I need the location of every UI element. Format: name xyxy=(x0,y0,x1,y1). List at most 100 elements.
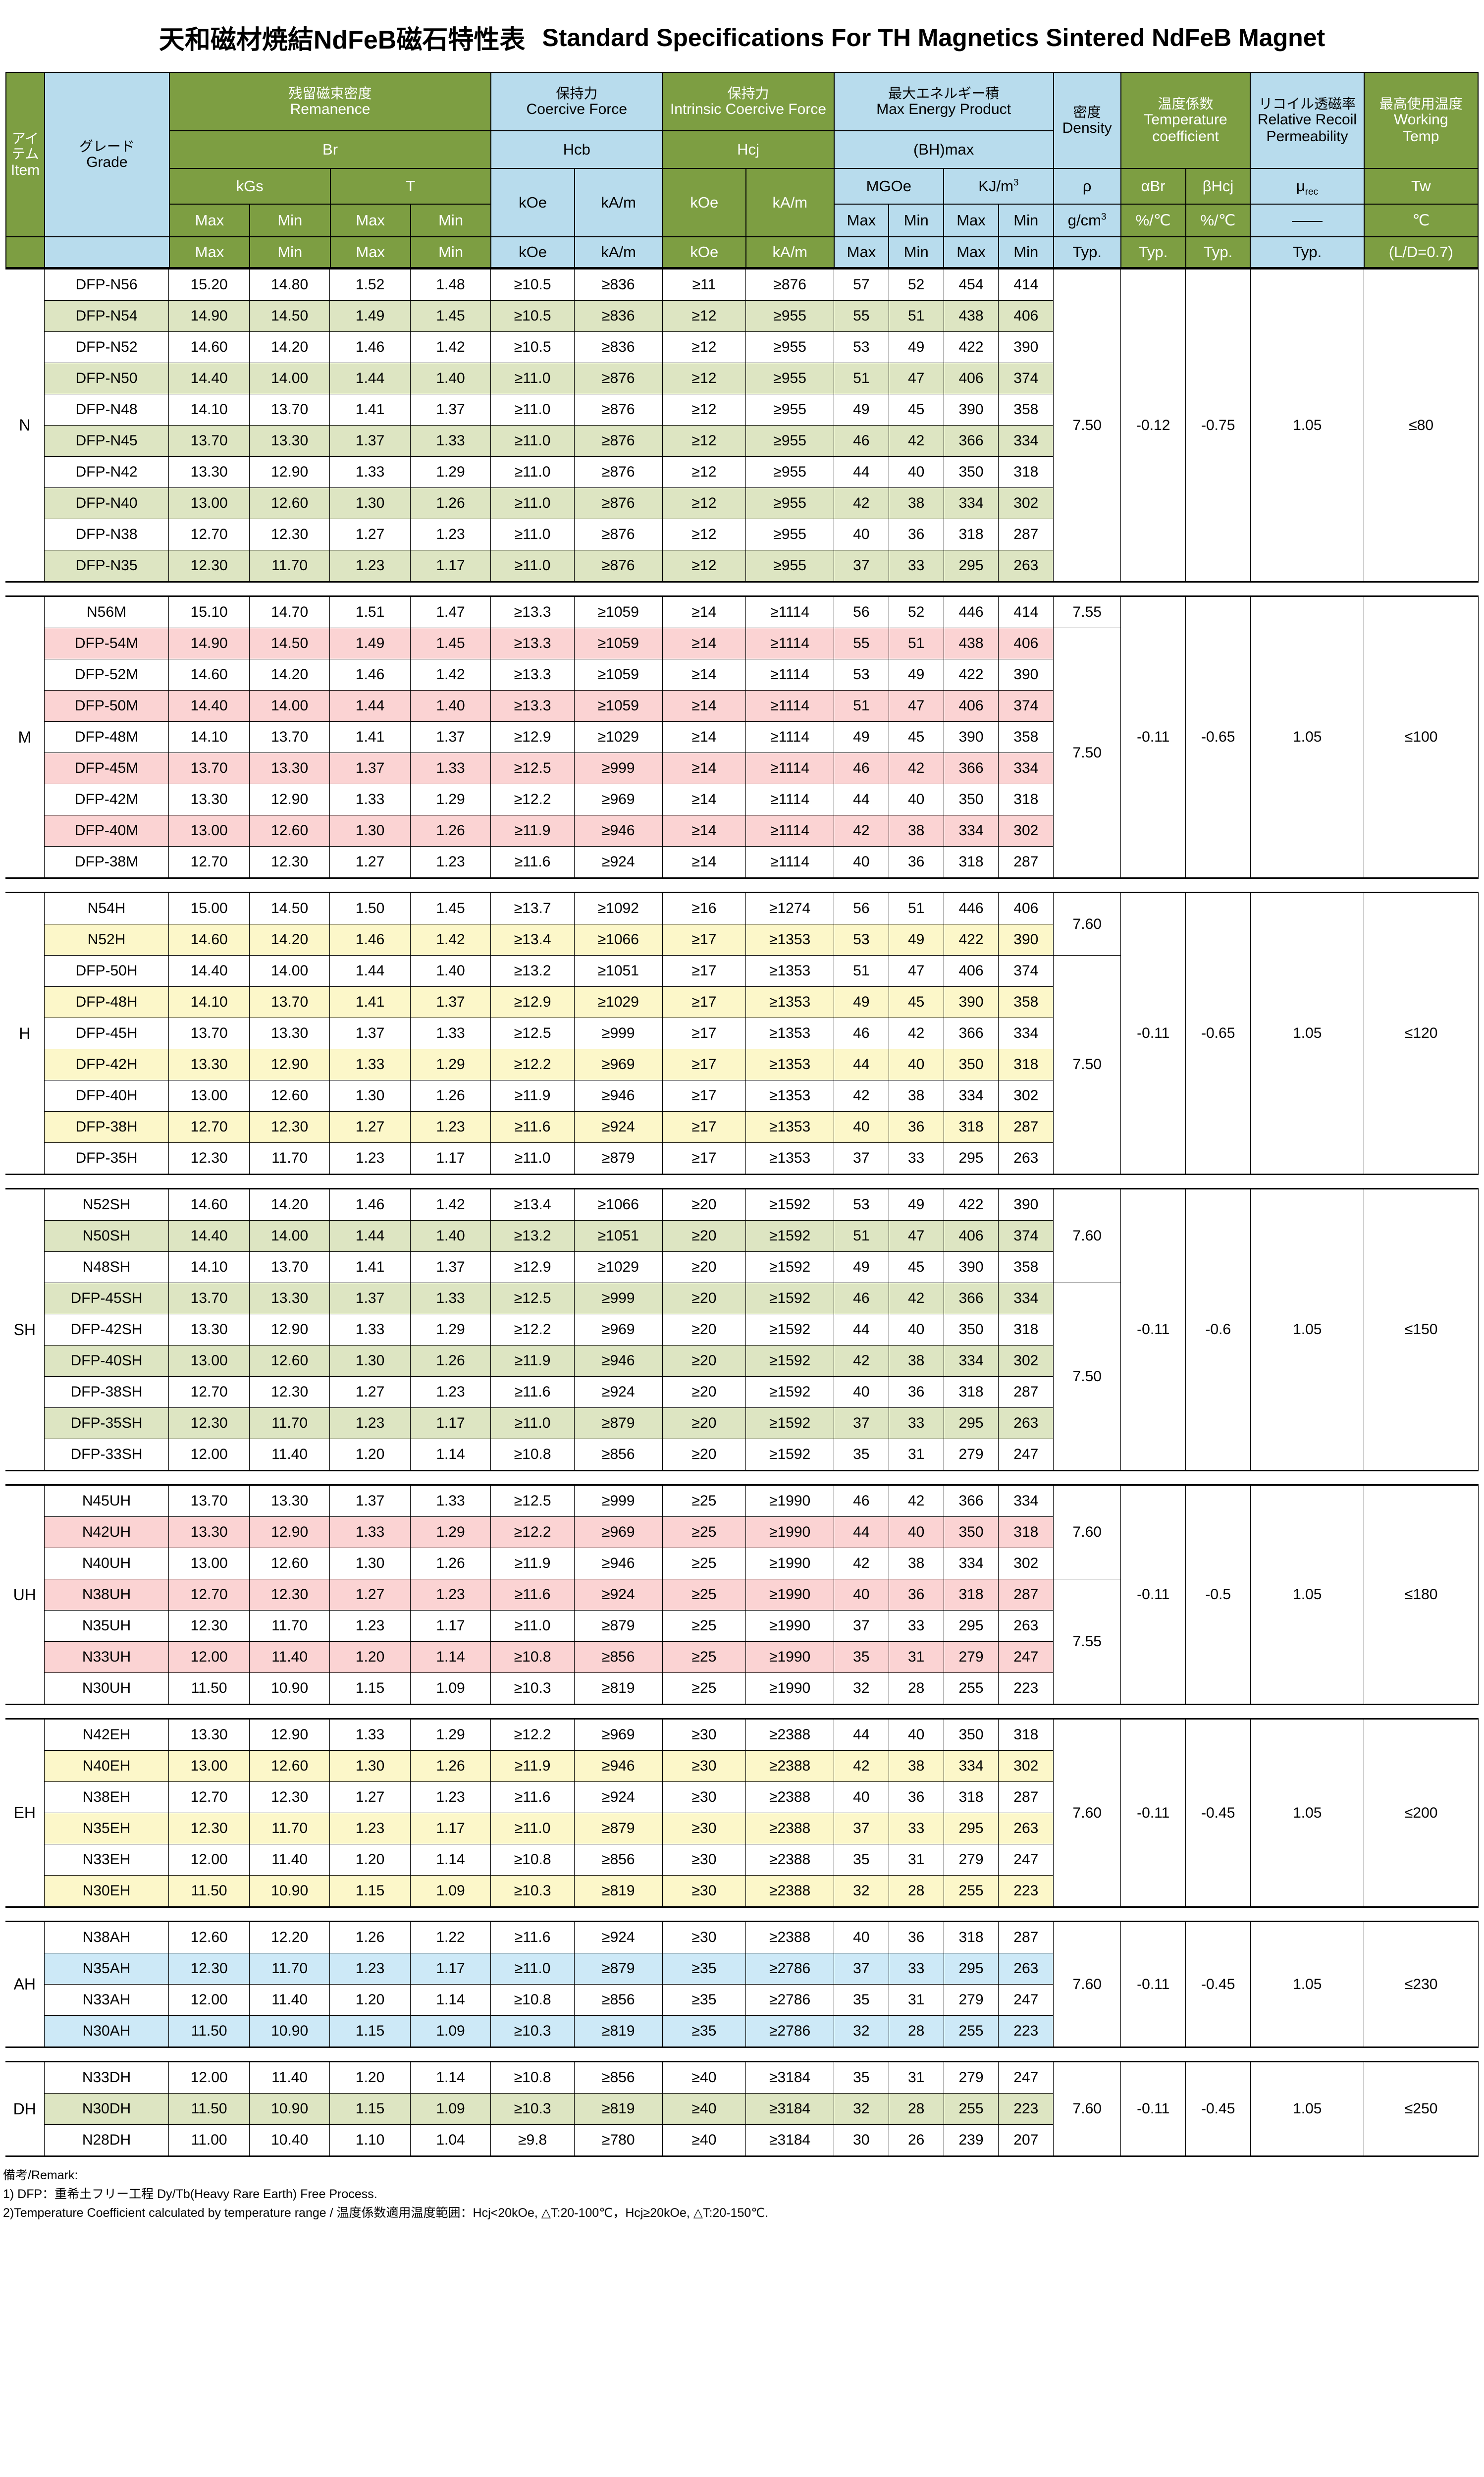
header-bh-kjm3-max: Max xyxy=(943,236,999,268)
table-row[interactable]: N42UH 13.30 12.90 1.33 1.29 ≥12.2 ≥969 ≥25 ≥1990… xyxy=(5,1516,1479,1548)
table-row[interactable]: DFP-48M 14.10 13.70 1.41 1.37 ≥12.9 ≥1029 ≥14 ≥1… xyxy=(5,721,1479,753)
table-row[interactable]: DFP-52M 14.60 14.20 1.46 1.42 ≥13.3 ≥1059 ≥14 ≥1… xyxy=(5,659,1479,691)
cell-value: 35 xyxy=(833,1984,889,2016)
cell-value: ≥819 xyxy=(574,2015,663,2047)
table-row[interactable]: N38UH 12.70 12.30 1.27 1.23 ≥11.6 ≥924 ≥25 ≥1990… xyxy=(5,1579,1479,1705)
table-row[interactable]: N33AH 12.00 11.40 1.20 1.14 ≥10.8 ≥856 ≥35 ≥2786… xyxy=(5,1984,1479,2016)
cell-value: 11.70 xyxy=(249,1142,330,1175)
table-row[interactable]: N33UH 12.00 11.40 1.20 1.14 ≥10.8 ≥856 ≥25 ≥1990… xyxy=(5,1641,1479,1673)
cell-value: 46 xyxy=(833,425,889,457)
header-unit-hcb-koe: kOe xyxy=(490,168,575,237)
table-row[interactable]: N30EH 11.50 10.90 1.15 1.09 ≥10.3 ≥819 ≥30 ≥2388… xyxy=(5,1875,1479,1907)
table-row[interactable]: N28DH 11.00 10.40 1.10 1.04 ≥9.8 ≥780 ≥40 ≥3184 3… xyxy=(5,2124,1479,2156)
table-row[interactable]: DFP-N40 13.00 12.60 1.30 1.26 ≥11.0 ≥876 ≥12 ≥95… xyxy=(5,487,1479,519)
cell-value: ≥14 xyxy=(662,784,746,815)
cell-value: 1.40 xyxy=(410,1220,491,1252)
table-row[interactable]: DFP-40M 13.00 12.60 1.30 1.26 ≥11.9 ≥946 ≥14 ≥11… xyxy=(5,815,1479,847)
table-row[interactable]: DFP-38M 12.70 12.30 1.27 1.23 ≥11.6 ≥924 ≥14 ≥11… xyxy=(5,846,1479,878)
table-row[interactable]: N33EH 12.00 11.40 1.20 1.14 ≥10.8 ≥856 ≥30 ≥2388… xyxy=(5,1844,1479,1876)
cell-value: 52 xyxy=(888,596,944,628)
table-row[interactable]: UH N45UH 13.70 13.30 1.37 1.33 ≥12.5 ≥999 ≥25 ≥19… xyxy=(5,1485,1479,1705)
cell-value: 53 xyxy=(833,331,889,363)
cell-value: 454 xyxy=(943,269,999,301)
table-row[interactable]: N35UH 12.30 11.70 1.23 1.17 ≥11.0 ≥879 ≥25 ≥1990… xyxy=(5,1610,1479,1642)
cell-value: 1.29 xyxy=(410,1049,491,1080)
table-row[interactable]: N30AH 11.50 10.90 1.15 1.09 ≥10.3 ≥819 ≥35 ≥2786… xyxy=(5,2015,1479,2047)
cell-mu-rec: 1.05 xyxy=(1250,892,1365,1175)
table-row[interactable]: DFP-38H 12.70 12.30 1.27 1.23 ≥11.6 ≥924 ≥17 ≥13… xyxy=(5,1111,1479,1143)
table-row[interactable]: DFP-54M 14.90 14.50 1.49 1.45 ≥13.3 ≥1059 ≥14 ≥1… xyxy=(5,628,1479,878)
cell-value: 1.37 xyxy=(329,1485,411,1517)
table-row[interactable]: DFP-N54 14.90 14.50 1.49 1.45 ≥10.5 ≥836 ≥12 ≥95… xyxy=(5,300,1479,332)
table-row[interactable]: DFP-38SH 12.70 12.30 1.27 1.23 ≥11.6 ≥924 ≥20 ≥1… xyxy=(5,1376,1479,1408)
table-row[interactable]: H N54H 15.00 14.50 1.50 1.45 ≥13.7 ≥1092 ≥16 ≥127… xyxy=(5,892,1479,1175)
table-row[interactable]: DFP-45H 13.70 13.30 1.37 1.33 ≥12.5 ≥999 ≥17 ≥13… xyxy=(5,1018,1479,1049)
cell-value: 1.23 xyxy=(410,519,491,550)
cell-value: ≥999 xyxy=(574,1283,663,1314)
table-row[interactable]: N52H 14.60 14.20 1.46 1.42 ≥13.4 ≥1066 ≥17 ≥1353… xyxy=(5,924,1479,956)
cell-value: ≥2388 xyxy=(745,1921,834,1953)
table-row[interactable]: DFP-40SH 13.00 12.60 1.30 1.26 ≥11.9 ≥946 ≥20 ≥1… xyxy=(5,1345,1479,1377)
cell-working-temp: ≤180 xyxy=(1364,1485,1479,1705)
table-row[interactable]: DFP-35H 12.30 11.70 1.23 1.17 ≥11.0 ≥879 ≥17 ≥13… xyxy=(5,1142,1479,1175)
table-row[interactable]: DFP-N42 13.30 12.90 1.33 1.29 ≥11.0 ≥876 ≥12 ≥95… xyxy=(5,456,1479,488)
table-row[interactable]: N48SH 14.10 13.70 1.41 1.37 ≥12.9 ≥1029 ≥20 ≥159… xyxy=(5,1251,1479,1283)
cell-value: 14.20 xyxy=(249,924,330,956)
cell-grade: N28DH xyxy=(44,2124,169,2156)
cell-value: 12.90 xyxy=(249,1049,330,1080)
cell-value: 1.23 xyxy=(410,1579,491,1611)
cell-value: ≥955 xyxy=(745,519,834,550)
cell-value: ≥25 xyxy=(662,1516,746,1548)
table-row[interactable]: DFP-33SH 12.00 11.40 1.20 1.14 ≥10.8 ≥856 ≥20 ≥1… xyxy=(5,1439,1479,1471)
table-row[interactable]: DH N33DH 12.00 11.40 1.20 1.14 ≥10.8 ≥856 ≥40 ≥31… xyxy=(5,2061,1479,2156)
table-row[interactable]: DFP-N50 14.40 14.00 1.44 1.40 ≥11.0 ≥876 ≥12 ≥95… xyxy=(5,363,1479,394)
cell-grade: N30DH xyxy=(44,2093,169,2125)
table-row[interactable]: DFP-50H 14.40 14.00 1.44 1.40 ≥13.2 ≥1051 ≥17 ≥1… xyxy=(5,955,1479,1175)
table-row[interactable]: DFP-N48 14.10 13.70 1.41 1.37 ≥11.0 ≥876 ≥12 ≥95… xyxy=(5,394,1479,426)
table-row[interactable]: N DFP-N56 15.20 14.80 1.52 1.48 ≥10.5 ≥836 ≥11 ≥8… xyxy=(5,269,1479,582)
table-row[interactable]: DFP-45SH 13.70 13.30 1.37 1.33 ≥12.5 ≥999 ≥20 ≥1… xyxy=(5,1283,1479,1471)
cell-value: 52 xyxy=(888,269,944,301)
cell-value: 32 xyxy=(833,2093,889,2125)
cell-value: 10.40 xyxy=(249,2124,330,2156)
header-density: 密度 Density xyxy=(1053,72,1121,169)
table-row[interactable]: N50SH 14.40 14.00 1.44 1.40 ≥13.2 ≥1051 ≥20 ≥159… xyxy=(5,1220,1479,1252)
table-row[interactable]: DFP-42SH 13.30 12.90 1.33 1.29 ≥12.2 ≥969 ≥20 ≥1… xyxy=(5,1314,1479,1346)
table-row[interactable]: DFP-N35 12.30 11.70 1.23 1.17 ≥11.0 ≥876 ≥12 ≥95… xyxy=(5,550,1479,582)
header-mgoe-min: Min xyxy=(888,204,945,237)
table-row[interactable]: EH N42EH 13.30 12.90 1.33 1.29 ≥12.2 ≥969 ≥30 ≥23… xyxy=(5,1719,1479,1907)
cell-value: ≥1051 xyxy=(574,955,663,987)
cell-value: 11.40 xyxy=(249,1844,330,1876)
cell-value: ≥856 xyxy=(574,1641,663,1673)
cell-value: 12.90 xyxy=(249,1719,330,1751)
table-row[interactable]: M N56M 15.10 14.70 1.51 1.47 ≥13.3 ≥1059 ≥14 ≥111… xyxy=(5,596,1479,878)
cell-grade: N38EH xyxy=(44,1781,169,1813)
table-row[interactable]: N40UH 13.00 12.60 1.30 1.26 ≥11.9 ≥946 ≥25 ≥1990… xyxy=(5,1548,1479,1579)
cell-value: ≥1353 xyxy=(745,924,834,956)
table-row[interactable]: N30UH 11.50 10.90 1.15 1.09 ≥10.3 ≥819 ≥25 ≥1990… xyxy=(5,1672,1479,1705)
table-row[interactable]: N35AH 12.30 11.70 1.23 1.17 ≥11.0 ≥879 ≥35 ≥2786… xyxy=(5,1953,1479,1985)
cell-value: 223 xyxy=(998,2093,1054,2125)
table-row[interactable]: DFP-45M 13.70 13.30 1.37 1.33 ≥12.5 ≥999 ≥14 ≥11… xyxy=(5,753,1479,784)
cell-value: 1.33 xyxy=(329,1314,411,1346)
table-row[interactable]: N35EH 12.30 11.70 1.23 1.17 ≥11.0 ≥879 ≥30 ≥2388… xyxy=(5,1813,1479,1844)
table-row[interactable]: DFP-35SH 12.30 11.70 1.23 1.17 ≥11.0 ≥879 ≥20 ≥1… xyxy=(5,1407,1479,1439)
group-item-label: DH xyxy=(13,2100,36,2118)
table-row[interactable]: DFP-N45 13.70 13.30 1.37 1.33 ≥11.0 ≥876 ≥12 ≥95… xyxy=(5,425,1479,457)
table-row[interactable]: N38EH 12.70 12.30 1.27 1.23 ≥11.6 ≥924 ≥30 ≥2388… xyxy=(5,1781,1479,1813)
table-row[interactable]: DFP-N38 12.70 12.30 1.27 1.23 ≥11.0 ≥876 ≥12 ≥95… xyxy=(5,519,1479,550)
table-row[interactable]: DFP-42M 13.30 12.90 1.33 1.29 ≥12.2 ≥969 ≥14 ≥11… xyxy=(5,784,1479,815)
header-symbol-murec: μrec xyxy=(1250,168,1365,205)
cell-value: 13.70 xyxy=(249,1251,330,1283)
cell-value: 1.44 xyxy=(329,363,411,394)
table-row[interactable]: N40EH 13.00 12.60 1.30 1.26 ≥11.9 ≥946 ≥30 ≥2388… xyxy=(5,1750,1479,1782)
cell-value: ≥14 xyxy=(662,753,746,784)
table-row[interactable]: DFP-48H 14.10 13.70 1.41 1.37 ≥12.9 ≥1029 ≥17 ≥1… xyxy=(5,986,1479,1018)
cell-value: 1.30 xyxy=(329,1080,411,1112)
cell-value: 1.26 xyxy=(410,1750,491,1782)
table-row[interactable]: DFP-50M 14.40 14.00 1.44 1.40 ≥13.3 ≥1059 ≥14 ≥1… xyxy=(5,690,1479,722)
table-row[interactable]: SH N52SH 14.60 14.20 1.46 1.42 ≥13.4 ≥1066 ≥20 ≥1… xyxy=(5,1188,1479,1471)
cell-value: 14.00 xyxy=(249,1220,330,1252)
cell-value: 318 xyxy=(998,1049,1054,1080)
table-row[interactable]: AH N38AH 12.60 12.20 1.26 1.22 ≥11.6 ≥924 ≥30 ≥23… xyxy=(5,1921,1479,2047)
